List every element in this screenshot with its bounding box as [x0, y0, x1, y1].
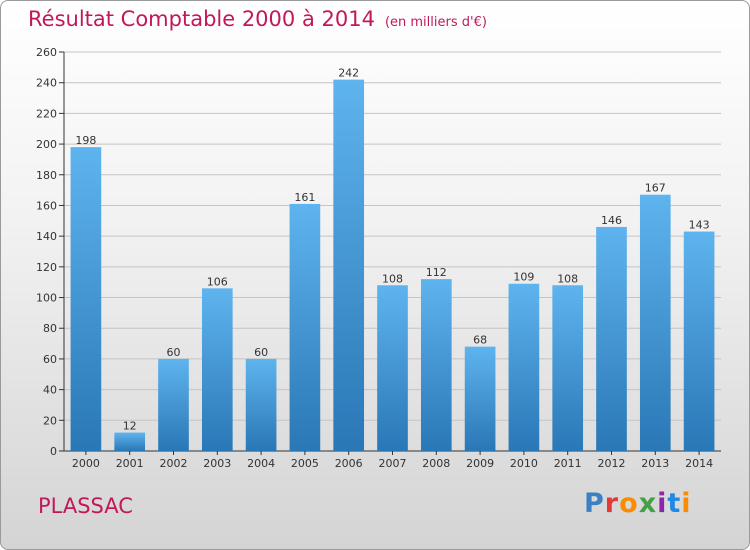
y-tick-label: 0 — [50, 445, 57, 458]
x-tick-label: 2014 — [685, 457, 713, 470]
bar-2005 — [289, 203, 321, 451]
data-label: 109 — [513, 271, 534, 284]
data-label: 60 — [167, 346, 181, 359]
data-label: 146 — [601, 214, 622, 227]
bar-2010 — [508, 283, 540, 451]
y-tick-label: 20 — [43, 414, 57, 427]
x-tick-label: 2000 — [72, 457, 100, 470]
y-tick-label: 180 — [36, 169, 57, 182]
x-tick-label: 2002 — [160, 457, 188, 470]
y-tick-label: 40 — [43, 384, 57, 397]
chart-title: Résultat Comptable 2000 à 2014 (en millie… — [28, 7, 487, 31]
data-label: 167 — [645, 182, 666, 195]
data-label: 106 — [207, 275, 228, 288]
y-tick-label: 120 — [36, 261, 57, 274]
y-tick-label: 140 — [36, 230, 57, 243]
y-tick-label: 200 — [36, 138, 57, 151]
x-tick-label: 2010 — [510, 457, 538, 470]
data-label: 242 — [338, 67, 359, 80]
x-tick-label: 2007 — [379, 457, 407, 470]
data-label: 68 — [473, 334, 487, 347]
bar-2004 — [245, 358, 277, 451]
location-label: PLASSAC — [38, 494, 133, 518]
data-label: 108 — [382, 272, 403, 285]
x-tick-label: 2009 — [466, 457, 494, 470]
data-label: 161 — [294, 191, 315, 204]
bar-2008 — [420, 279, 452, 451]
labels: 0 20 40 60 80 100 120 140 160 180 200 220 240 260 198 2… — [36, 46, 713, 470]
x-tick-label: 2005 — [291, 457, 319, 470]
data-label: 112 — [426, 266, 447, 279]
x-tick-label: 2012 — [598, 457, 626, 470]
bar-2009 — [464, 346, 496, 451]
y-tick-label: 240 — [36, 77, 57, 90]
x-tick-label: 2013 — [641, 457, 669, 470]
y-tick-label: 60 — [43, 353, 57, 366]
data-label: 143 — [689, 219, 710, 232]
y-tick-label: 260 — [36, 46, 57, 59]
bar-2012 — [596, 226, 627, 451]
x-tick-label: 2008 — [422, 457, 450, 470]
x-tick-label: 2011 — [554, 457, 582, 470]
y-tick-label: 160 — [36, 199, 57, 212]
x-tick-label: 2006 — [335, 457, 363, 470]
x-tick-label: 2001 — [116, 457, 144, 470]
data-label: 198 — [75, 134, 96, 147]
bars — [70, 79, 715, 451]
chart-title-text: Résultat Comptable 2000 à 2014 — [28, 7, 375, 31]
data-label: 12 — [123, 420, 137, 433]
bar-2006 — [333, 79, 365, 451]
bar-2003 — [201, 288, 233, 451]
y-tick-label: 80 — [43, 322, 57, 335]
data-label: 60 — [254, 346, 268, 359]
y-tick-label: 220 — [36, 107, 57, 120]
bar-2002 — [158, 358, 189, 451]
bar-2000 — [70, 147, 102, 451]
x-tick-label: 2004 — [247, 457, 275, 470]
bar-2011 — [552, 285, 584, 451]
bar-2001 — [114, 432, 146, 451]
proxiti-logo: Proxiti — [584, 488, 692, 519]
y-tick-label: 100 — [36, 292, 57, 305]
bar-2013 — [639, 194, 671, 451]
bar-2007 — [377, 285, 408, 451]
data-label: 108 — [557, 272, 578, 285]
bar-2014 — [683, 231, 715, 451]
x-tick-label: 2003 — [203, 457, 231, 470]
chart-unit: (en milliers d'€) — [384, 15, 487, 30]
